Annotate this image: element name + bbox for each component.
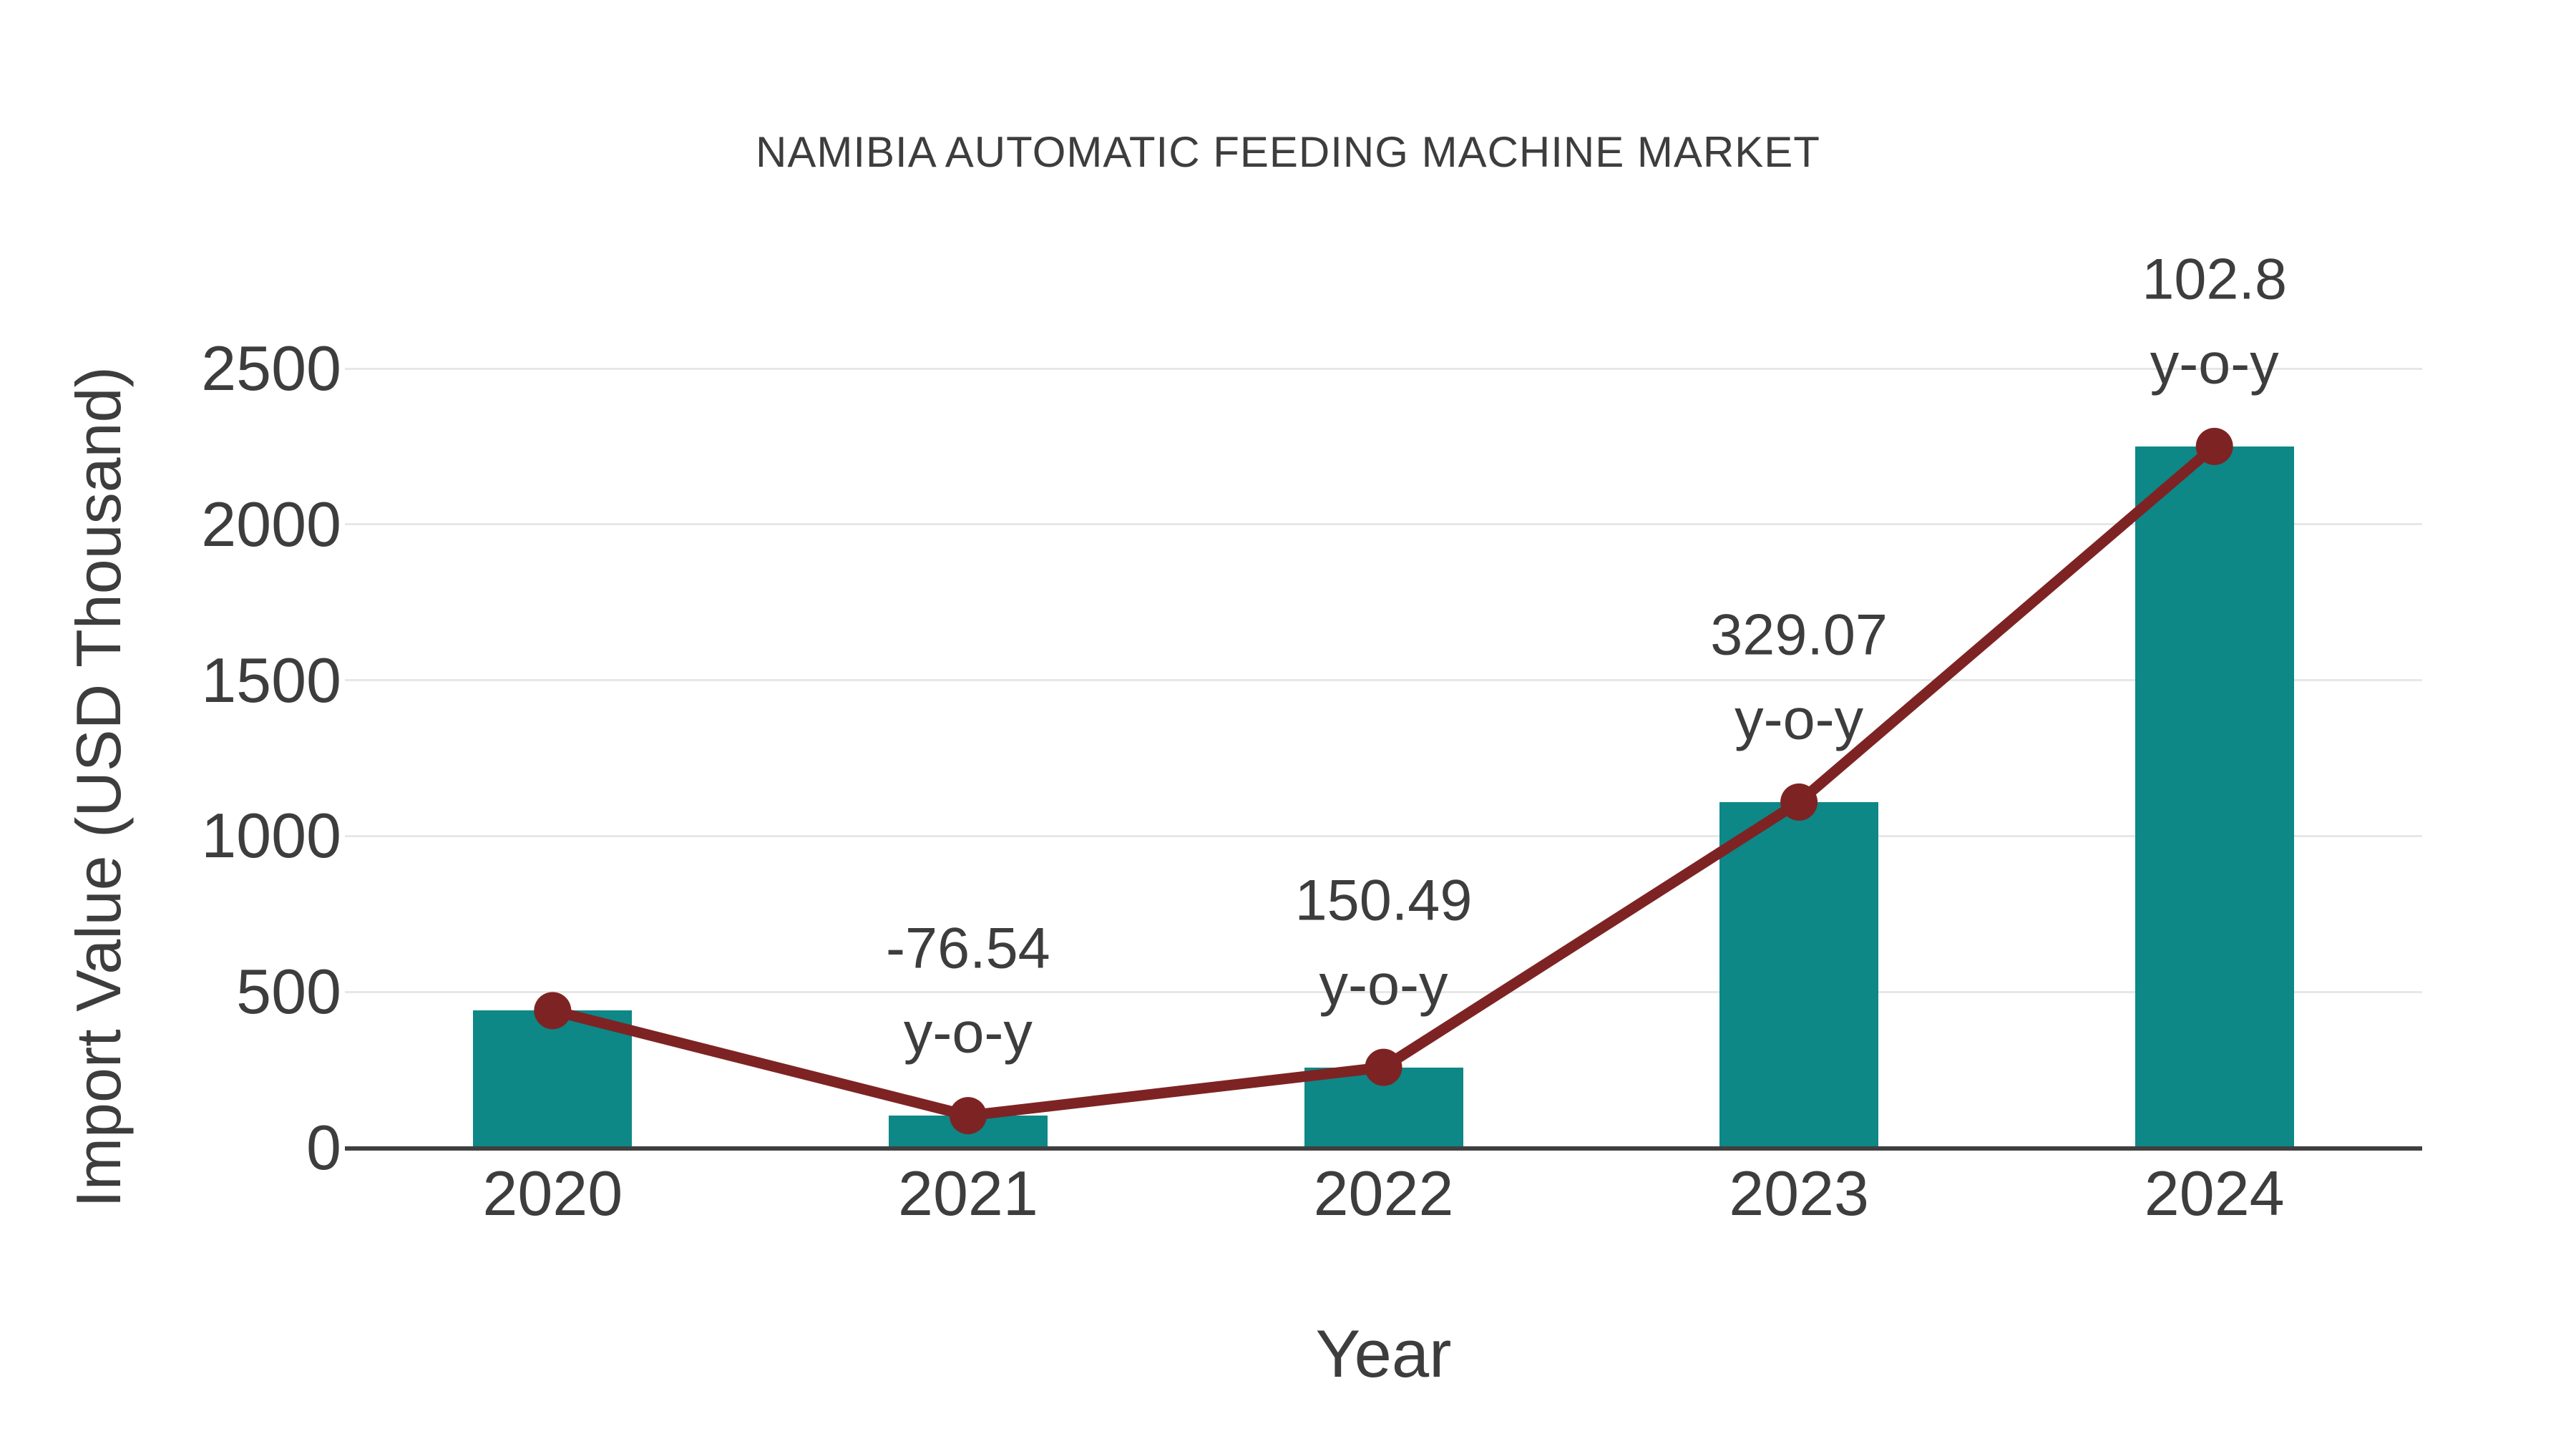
bar [2135,446,2294,1148]
x-tick-label: 2024 [2144,1158,2285,1229]
annotation-value: -76.54 [886,916,1050,981]
gridline [345,523,2422,526]
bar [888,1116,1048,1148]
bar [1719,801,1879,1148]
x-tick-label: 2021 [898,1158,1038,1229]
x-tick-label: 2022 [1313,1158,1454,1229]
annotation-value: 150.49 [1294,868,1473,933]
x-axis-line [345,1146,2422,1151]
gridline [345,679,2422,682]
y-tick-label: 2500 [201,333,341,404]
bar [473,1010,633,1148]
y-tick-label: 2000 [201,488,341,560]
x-axis-title: Year [1315,1316,1452,1391]
bar [1304,1067,1463,1148]
y-tick-label: 1500 [201,644,341,716]
chart-title: NAMIBIA AUTOMATIC FEEDING MACHINE MARKET [756,128,1820,176]
annotation-value: 329.07 [1710,602,1888,668]
x-tick-label: 2023 [1729,1158,1869,1229]
annotation-suffix: y-o-y [2150,331,2279,396]
y-tick-label: 1000 [201,800,341,872]
annotation-suffix: y-o-y [1735,687,1864,752]
annotation-suffix: y-o-y [903,1000,1033,1065]
annotation-suffix: y-o-y [1319,952,1448,1018]
y-tick-label: 0 [306,1112,341,1183]
x-tick-label: 2020 [482,1158,623,1229]
gridline [345,834,2422,837]
gridline [345,367,2422,370]
annotation-value: 102.8 [2142,247,2288,312]
y-axis-title: Import Value (USD Thousand) [63,366,134,1208]
y-tick-label: 500 [236,956,341,1028]
